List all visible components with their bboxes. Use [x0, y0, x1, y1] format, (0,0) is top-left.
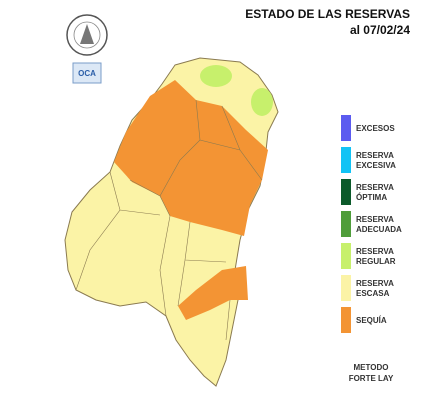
method-line: FORTE LAY [349, 374, 394, 383]
legend-label: ADECUADA [356, 225, 402, 234]
legend-label: SEQUÍA [356, 316, 387, 325]
logo [66, 14, 108, 56]
method-line: METODO [354, 363, 389, 372]
date: al 07/02/24 [350, 23, 410, 37]
legend-swatch [341, 211, 351, 237]
legend-label: REGULAR [356, 257, 396, 266]
legend-swatch [341, 243, 351, 269]
legend: EXCESOSRESERVAEXCESIVARESERVAÓPTIMARESER… [341, 115, 402, 333]
title: ESTADO DE LAS RESERVAS [245, 7, 410, 21]
badge-text: OCA [78, 69, 96, 78]
map [64, 57, 279, 387]
legend-swatch [341, 275, 351, 301]
legend-swatch [341, 179, 351, 205]
legend-label: RESERVA [356, 215, 394, 224]
legend-swatch [341, 307, 351, 333]
legend-label: RESERVA [356, 279, 394, 288]
legend-label: ÓPTIMA [356, 193, 387, 202]
legend-label: EXCESOS [356, 124, 395, 133]
badge [72, 62, 102, 84]
legend-label: ESCASA [356, 289, 390, 298]
legend-label: RESERVA [356, 151, 394, 160]
legend-label: RESERVA [356, 247, 394, 256]
legend-swatch [341, 147, 351, 173]
legend-label: RESERVA [356, 183, 394, 192]
legend-label: EXCESIVA [356, 161, 396, 170]
legend-swatch [341, 115, 351, 141]
